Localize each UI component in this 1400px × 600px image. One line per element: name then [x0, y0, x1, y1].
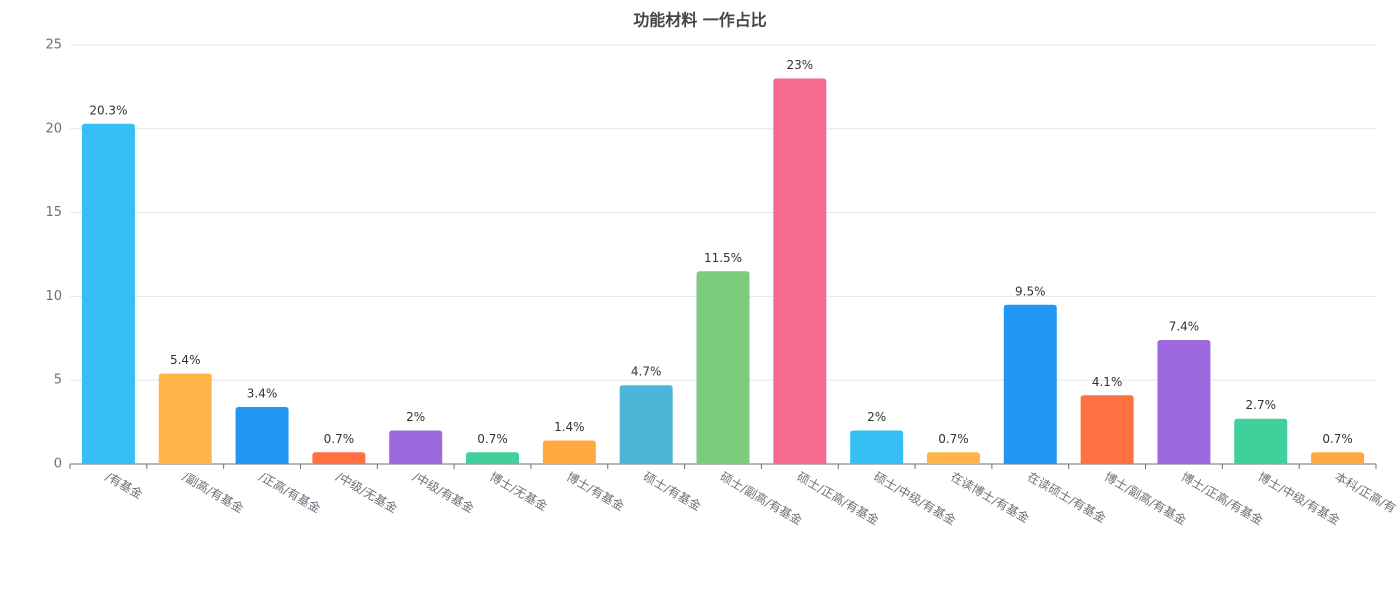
y-tick-label: 0 [54, 457, 62, 472]
bar [81, 123, 135, 464]
value-label: 4.1% [1092, 375, 1123, 389]
value-label: 5.4% [170, 353, 201, 367]
value-label: 0.7% [938, 432, 969, 446]
value-label: 2.7% [1246, 398, 1277, 412]
x-tick-label: 硕士/副高/有基金 [718, 469, 805, 528]
value-label: 2% [867, 410, 886, 424]
x-tick-label: 本科/正高/有 [1332, 469, 1398, 516]
y-tick-label: 5 [54, 373, 62, 388]
bar [312, 452, 366, 464]
x-tick-label: 在读博士/有基金 [948, 469, 1032, 526]
x-tick-label: 博士/副高/有基金 [1102, 469, 1189, 528]
x-tick-label: /中级/无基金 [334, 469, 400, 516]
x-tick-label: 在读硕士/有基金 [1025, 469, 1109, 526]
x-tick-label: 博士/中级/有基金 [1256, 469, 1343, 528]
bar [696, 271, 750, 464]
y-tick-label: 20 [45, 121, 62, 136]
x-tick-label: 硕士/正高/有基金 [795, 469, 882, 528]
value-label: 23% [786, 58, 813, 72]
bar [389, 430, 443, 464]
value-label: 11.5% [704, 251, 742, 265]
y-tick-label: 15 [45, 205, 62, 220]
y-tick-label: 25 [45, 38, 62, 53]
value-label: 2% [406, 410, 425, 424]
x-tick-label: /中级/有基金 [410, 469, 476, 516]
bar [1311, 452, 1365, 464]
bar [1003, 304, 1057, 464]
value-label: 9.5% [1015, 284, 1046, 298]
bar [466, 452, 520, 464]
x-tick-label: 硕士/中级/有基金 [871, 469, 958, 528]
bar [235, 407, 289, 464]
x-tick-label: /副高/有基金 [180, 469, 246, 516]
value-label: 4.7% [631, 365, 662, 379]
bar [850, 430, 904, 464]
value-label: 20.3% [89, 103, 127, 117]
bar [926, 452, 980, 464]
x-tick-label: 博士/有基金 [564, 469, 627, 514]
y-tick-label: 10 [45, 289, 62, 304]
bar [1234, 418, 1288, 464]
x-tick-label: /正高/有基金 [257, 469, 323, 516]
bar [1080, 395, 1134, 464]
value-label: 7.4% [1169, 319, 1200, 333]
x-tick-label: /有基金 [103, 469, 145, 502]
bar [619, 385, 673, 464]
bar [773, 78, 827, 465]
bar [1157, 339, 1211, 464]
value-label: 0.7% [324, 432, 355, 446]
value-label: 3.4% [247, 387, 278, 401]
x-tick-label: 博士/正高/有基金 [1179, 469, 1266, 528]
value-label: 0.7% [477, 432, 508, 446]
bar [542, 440, 596, 464]
chart-title: 功能材料 一作占比 [633, 11, 767, 30]
x-tick-label: 硕士/有基金 [641, 469, 704, 514]
x-tick-label: 博士/无基金 [487, 469, 550, 514]
bar [158, 373, 212, 464]
value-label: 0.7% [1322, 432, 1353, 446]
value-label: 1.4% [554, 420, 585, 434]
